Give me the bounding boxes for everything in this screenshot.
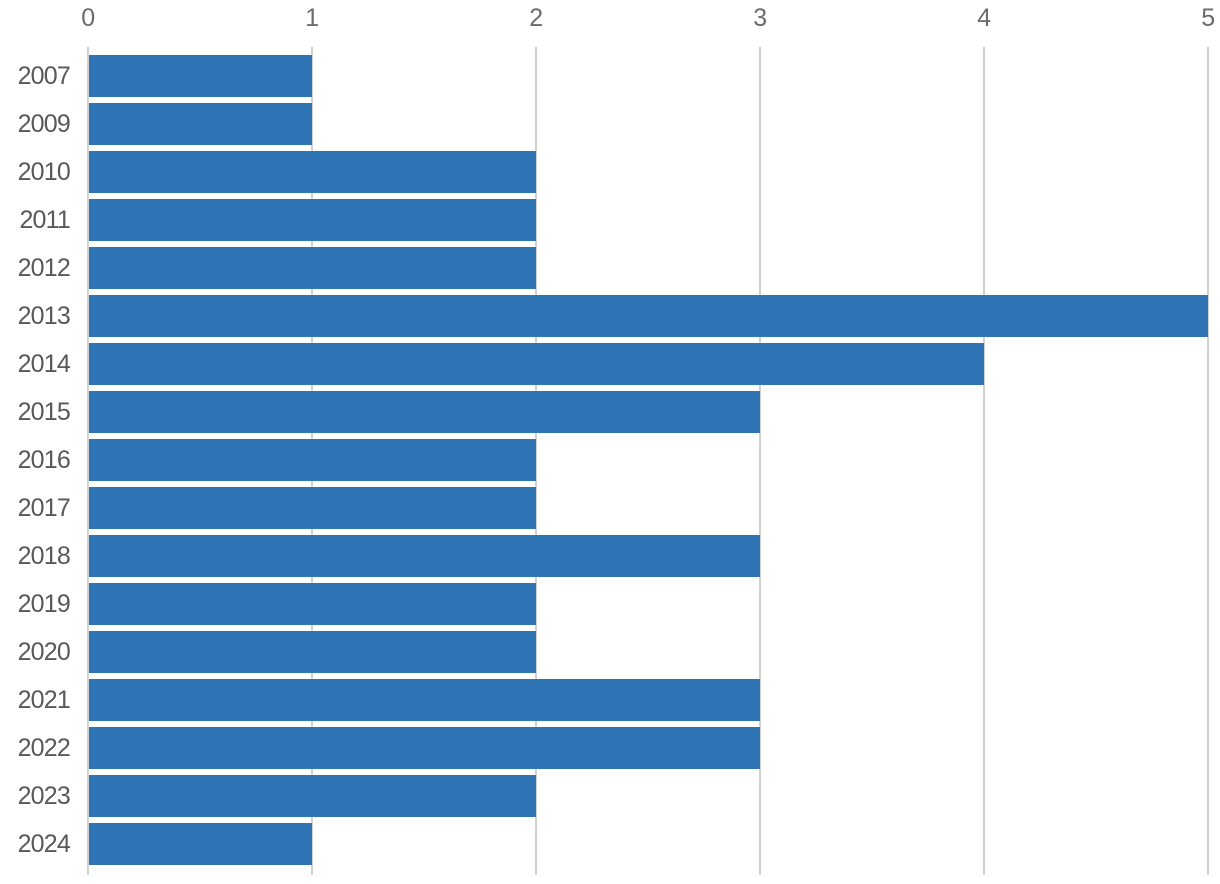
bar [89, 199, 536, 241]
y-axis-label: 2010 [17, 157, 71, 186]
gridline [87, 47, 89, 875]
bar [89, 247, 536, 289]
bar [89, 391, 760, 433]
y-axis-label: 2013 [17, 301, 71, 330]
bar [89, 583, 536, 625]
y-axis-label: 2011 [19, 205, 70, 234]
y-axis-label: 2018 [17, 541, 71, 570]
bar [89, 439, 536, 481]
y-axis-label: 2015 [17, 397, 71, 426]
bar [89, 103, 312, 145]
y-axis-label: 2021 [17, 685, 71, 714]
bar [89, 631, 536, 673]
y-axis-label: 2020 [17, 637, 71, 666]
bar [89, 151, 536, 193]
bar [89, 823, 312, 865]
bar [89, 775, 536, 817]
y-axis-label: 2017 [17, 493, 71, 522]
bar [89, 679, 760, 721]
y-axis-label: 2024 [17, 829, 71, 858]
bar [89, 727, 760, 769]
bar [89, 343, 984, 385]
y-axis-label: 2016 [17, 445, 71, 474]
x-tick-label: 5 [1201, 4, 1215, 32]
gridline [1207, 47, 1209, 875]
bar [89, 487, 536, 529]
gridline [759, 47, 761, 875]
y-axis-label: 2023 [17, 781, 71, 810]
gridline [983, 47, 985, 875]
x-tick-label: 1 [305, 4, 319, 32]
y-axis-label: 2014 [17, 349, 71, 378]
y-axis-label: 2019 [17, 589, 71, 618]
x-tick-label: 4 [977, 4, 991, 32]
y-axis-label: 2007 [17, 61, 71, 90]
bar [89, 295, 1208, 337]
bar [89, 535, 760, 577]
y-axis-label: 2012 [17, 253, 71, 282]
x-tick-label: 3 [753, 4, 767, 32]
bar [89, 55, 312, 97]
y-axis-label: 2022 [17, 733, 71, 762]
x-tick-label: 0 [81, 4, 95, 32]
x-tick-label: 2 [529, 4, 543, 32]
y-axis-label: 2009 [17, 109, 71, 138]
gridline [535, 47, 537, 875]
